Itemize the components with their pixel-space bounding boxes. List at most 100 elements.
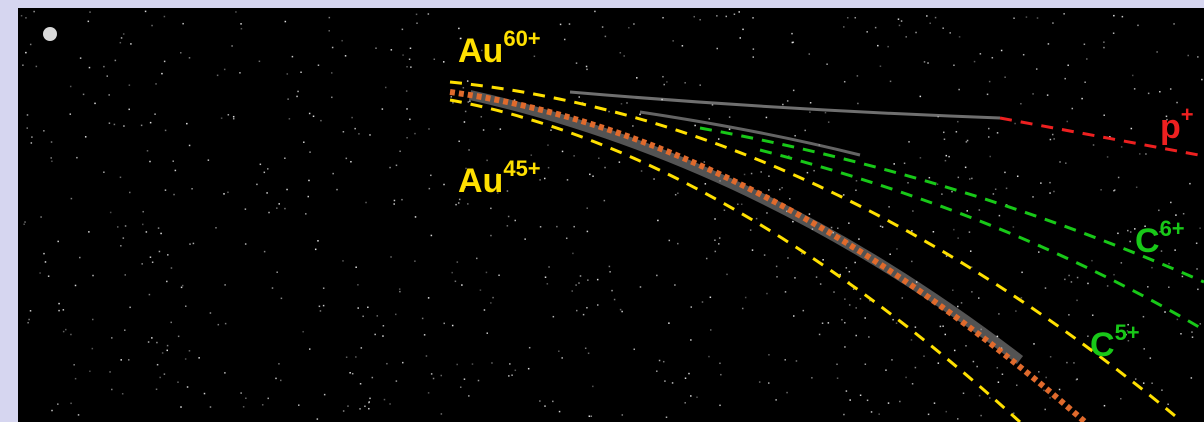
noise-dot [524,238,526,240]
image-background [18,8,1204,422]
noise-dot [280,380,282,382]
noise-dot [1063,13,1065,15]
noise-dot [58,310,60,312]
noise-dot [233,116,235,118]
noise-dot [362,316,364,318]
noise-dot [759,381,761,383]
noise-dot [663,84,665,86]
noise-dot [1036,68,1038,70]
noise-dot [856,180,858,182]
noise-dot [1067,65,1069,67]
noise-dot [1143,382,1145,384]
noise-dot [152,262,154,264]
noise-dot [346,158,348,160]
noise-dot [65,329,67,331]
noise-dot [1059,161,1061,163]
noise-dot [260,164,262,166]
noise-dot [589,174,591,176]
noise-dot [92,348,94,350]
noise-dot [287,73,289,75]
noise-dot [846,267,848,269]
noise-dot [78,414,80,416]
noise-dot [117,226,119,228]
noise-dot [469,100,471,102]
noise-dot [905,377,907,379]
noise-dot [844,298,846,300]
noise-dot [1013,17,1015,19]
noise-dot [492,297,494,299]
noise-dot [320,310,322,312]
noise-dot [545,276,547,278]
noise-dot [191,188,193,190]
noise-dot [1147,286,1149,288]
noise-dot [359,408,361,410]
noise-dot [434,59,436,61]
noise-dot [385,87,387,89]
noise-dot [1143,316,1145,318]
noise-dot [1068,314,1070,316]
noise-dot [128,109,130,111]
noise-dot [741,204,743,206]
noise-dot [171,267,173,269]
noise-dot [971,291,973,293]
noise-dot [422,318,424,320]
noise-dot [372,377,374,379]
label-base: C [1090,326,1115,364]
noise-dot [855,307,857,309]
noise-dot [1006,188,1008,190]
noise-dot [399,291,401,293]
noise-dot [175,170,177,172]
noise-dot [1103,47,1105,49]
noise-dot [896,322,898,324]
noise-dot [406,137,408,139]
noise-dot [357,284,359,286]
noise-dot [324,394,326,396]
noise-dot [1170,88,1172,90]
noise-dot [831,227,833,229]
noise-dot [641,170,643,172]
noise-dot [1091,260,1093,262]
noise-dot [399,288,401,290]
noise-dot [1100,189,1102,191]
noise-dot [345,55,347,57]
noise-dot [993,193,995,195]
noise-dot [123,33,125,35]
noise-dot [1118,177,1120,179]
noise-dot [586,307,588,309]
noise-dot [1191,377,1193,379]
noise-dot [833,291,835,293]
noise-dot [920,96,922,98]
noise-dot [1130,231,1132,233]
noise-dot [572,253,574,255]
noise-dot [286,189,288,191]
noise-dot [1053,191,1055,193]
noise-dot [464,378,466,380]
noise-dot [204,393,206,395]
noise-dot [490,208,492,210]
noise-dot [576,62,578,64]
noise-dot [92,275,94,277]
noise-dot [848,222,850,224]
noise-dot [544,178,546,180]
noise-dot [1045,377,1047,379]
noise-dot [478,380,480,382]
noise-dot [718,138,720,140]
noise-dot [857,75,859,77]
noise-dot [1200,323,1202,325]
noise-dot [142,224,144,226]
noise-dot [313,116,315,118]
noise-dot [1020,103,1022,105]
noise-dot [729,129,731,131]
noise-dot [309,151,311,153]
noise-dot [272,287,274,289]
noise-dot [822,323,824,325]
noise-dot [726,274,728,276]
noise-dot [1001,50,1003,52]
noise-dot [1117,233,1119,235]
noise-dot [149,161,151,163]
noise-dot [957,121,959,123]
noise-dot [467,80,469,82]
noise-dot [820,283,822,285]
label-charge: 60+ [503,26,540,51]
noise-dot [43,253,45,255]
